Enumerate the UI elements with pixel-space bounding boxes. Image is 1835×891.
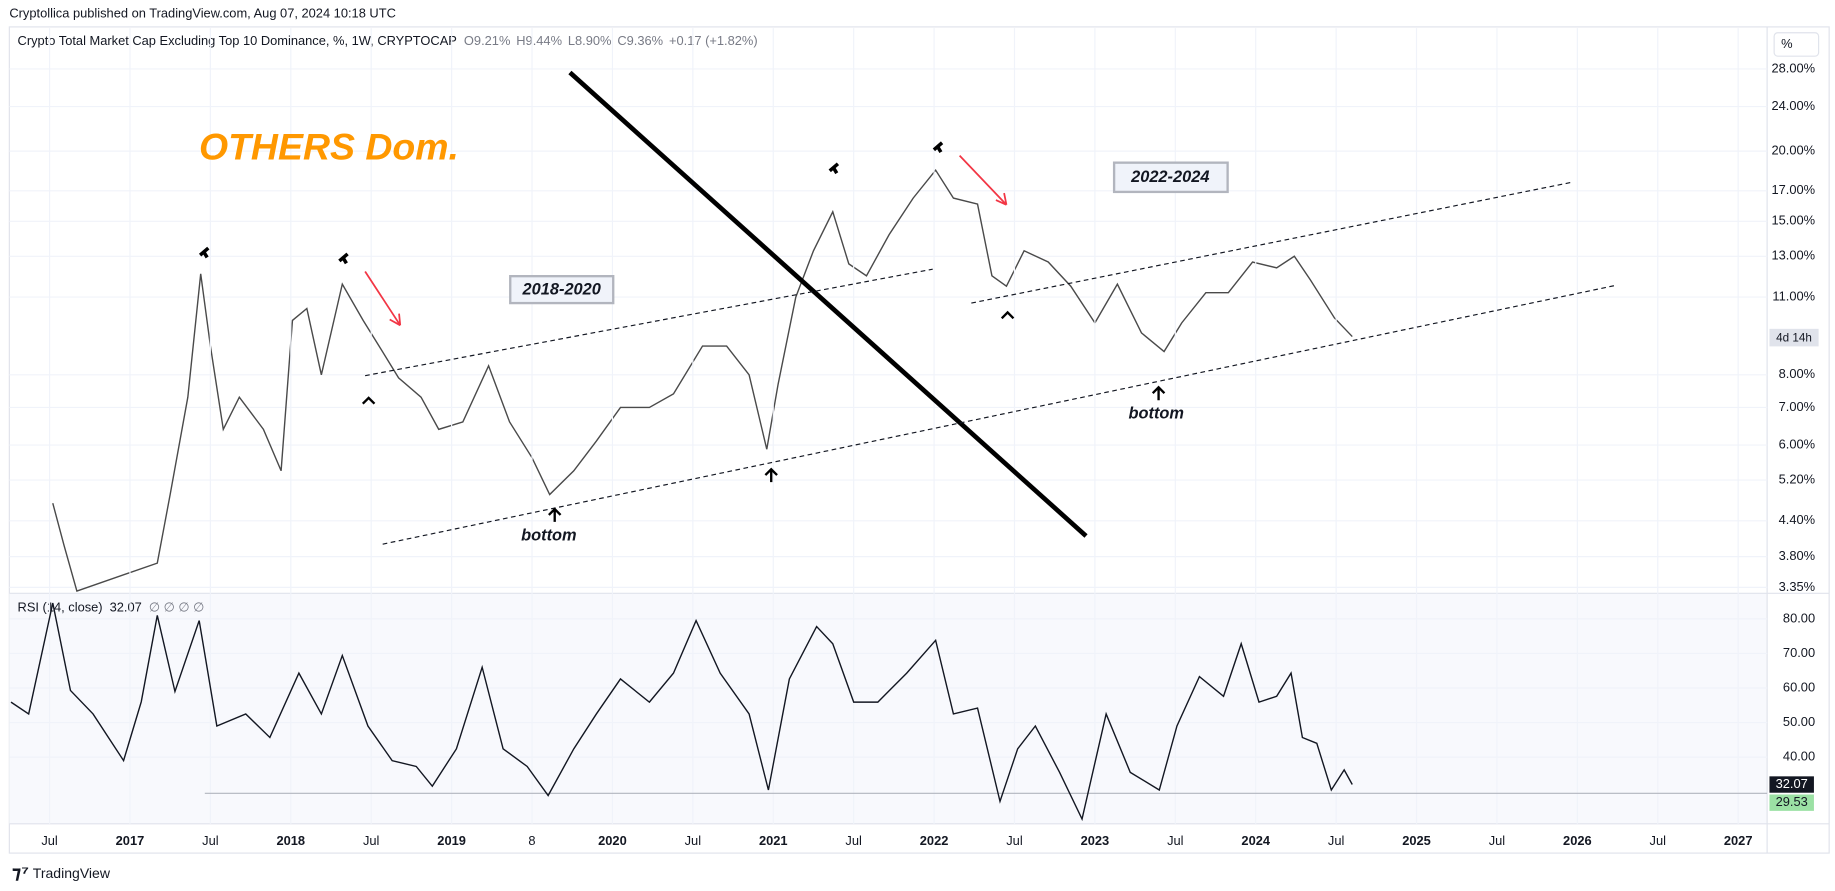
- period-label: 2018-2020: [522, 281, 601, 299]
- y-tick-label: 3.80%: [1779, 548, 1815, 563]
- period-box: [1112, 161, 1229, 194]
- x-tick-label: Jul: [202, 833, 218, 848]
- reference-label: 29.53: [1776, 794, 1808, 809]
- red-arrow: [364, 271, 402, 327]
- x-tick-label: 2026: [1563, 833, 1592, 848]
- period-label: 2022-2024: [1130, 168, 1209, 186]
- last-value-label: 32.07: [1776, 776, 1808, 791]
- reference-badge: [1769, 794, 1814, 811]
- price-legend: Crypto Total Market Cap Excluding Top 10…: [18, 34, 758, 49]
- bottom-label: bottom: [521, 526, 576, 544]
- x-tick-label: 2020: [598, 833, 627, 848]
- y-tick-label: 13.00%: [1771, 248, 1815, 263]
- rsi-legend: RSI (14, close) 32.07 ∅ ∅ ∅ ∅: [18, 600, 205, 615]
- y-tick-label: 6.00%: [1779, 436, 1815, 451]
- y-tick-label: 70.00: [1783, 645, 1815, 660]
- x-tick-label: Jul: [845, 833, 861, 848]
- y-tick-label: 8.00%: [1779, 366, 1815, 381]
- caret: [361, 396, 376, 405]
- x-tick-label: Jul: [685, 833, 701, 848]
- up-arrow: [1151, 385, 1166, 401]
- hammer-icon: [338, 252, 349, 265]
- series-line: [10, 602, 1353, 822]
- ohlc-label: C: [617, 34, 626, 49]
- ohlc-value: 9.44%: [526, 34, 562, 49]
- y-tick-label: 3.35%: [1779, 579, 1815, 594]
- chart-frame: [8, 26, 1830, 854]
- caret: [1000, 310, 1015, 320]
- y-tick-label: 7.00%: [1779, 399, 1815, 414]
- annotation-title: OTHERS Dom.: [199, 126, 459, 168]
- rsi-placeholders: ∅ ∅ ∅ ∅: [149, 600, 205, 615]
- x-tick-label: 2025: [1402, 833, 1431, 848]
- bottom-label: bottom: [1128, 405, 1183, 423]
- y-tick-label: 4.40%: [1779, 512, 1815, 527]
- drawings: [198, 70, 1616, 545]
- channel-line: [971, 181, 1571, 304]
- footer-brand: TradingView: [33, 865, 111, 881]
- x-tick-label: 2027: [1724, 833, 1753, 848]
- x-tick-label: Jul: [1006, 833, 1022, 848]
- ohlc-value: 9.36%: [627, 34, 663, 49]
- channel-line: [365, 268, 933, 377]
- logo-mark: ⁊⁷: [12, 862, 29, 883]
- x-tick-label: 2017: [116, 833, 145, 848]
- x-tick-label: Jul: [363, 833, 379, 848]
- ohlc-label: H: [516, 34, 525, 49]
- x-tick-label: Jul: [1328, 833, 1344, 848]
- countdown: 4d 14h: [1776, 331, 1812, 344]
- x-tick-label: 2024: [1241, 833, 1270, 848]
- y-tick-label: 60.00: [1783, 679, 1815, 694]
- rsi-title: RSI (14, close): [18, 600, 103, 615]
- publisher: Cryptollica published on TradingView.com…: [9, 5, 396, 20]
- x-tick-label: 2021: [759, 833, 788, 848]
- hammer-icon: [932, 141, 944, 154]
- y-tick-label: 28.00%: [1771, 60, 1815, 75]
- y-tick-label: 11.00%: [1772, 288, 1815, 303]
- channel-line: [382, 284, 1616, 545]
- pane-layer: [9, 68, 1768, 592]
- change: +0.17 (+1.82%): [669, 34, 758, 49]
- x-tick-label: Jul: [1650, 833, 1666, 848]
- trend-line: [568, 70, 1088, 538]
- x-tick-label: 2018: [276, 833, 305, 848]
- y-tick-label: 80.00: [1783, 610, 1815, 625]
- y-tick-label: 17.00%: [1771, 182, 1815, 197]
- y-tick-label: 5.20%: [1779, 471, 1815, 486]
- ohlc-label: L: [568, 34, 575, 49]
- x-tick-label: Jul: [1489, 833, 1505, 848]
- x-tick-label: 2022: [920, 833, 949, 848]
- scale-button-label: %: [1781, 36, 1792, 51]
- red-arrow: [958, 155, 1008, 206]
- rsi-legend-value: 32.07: [110, 600, 142, 615]
- y-tick-label: 40.00: [1783, 749, 1815, 764]
- hammer-icon: [198, 246, 210, 259]
- pane-layer: [9, 28, 1768, 824]
- x-tick-label: 2023: [1081, 833, 1110, 848]
- last-value-badge: [1769, 776, 1814, 793]
- y-tick-label: 15.00%: [1771, 213, 1815, 228]
- up-arrow: [548, 507, 562, 522]
- y-tick-label: 20.00%: [1771, 143, 1815, 158]
- countdown-box: [1769, 328, 1819, 347]
- hammer-icon: [828, 162, 840, 175]
- up-arrow: [764, 467, 778, 483]
- y-tick-label: 24.00%: [1771, 98, 1815, 113]
- period-box: [509, 274, 615, 305]
- ohlc-label: O: [464, 34, 474, 49]
- ohlc-value: 9.21%: [474, 34, 510, 49]
- x-tick-label: Jul: [1167, 833, 1183, 848]
- series-title: Crypto Total Market Cap Excluding Top 10…: [18, 34, 457, 49]
- ohlc-value: 8.90%: [575, 34, 611, 49]
- rsi-pane: [9, 593, 1768, 824]
- x-tick-label: 2019: [437, 833, 466, 848]
- y-tick-label: 50.00: [1783, 714, 1815, 729]
- x-tick-label: 8: [528, 833, 535, 848]
- series-line: [52, 168, 1353, 592]
- x-tick-label: Jul: [41, 833, 57, 848]
- scale-button[interactable]: [1773, 32, 1820, 57]
